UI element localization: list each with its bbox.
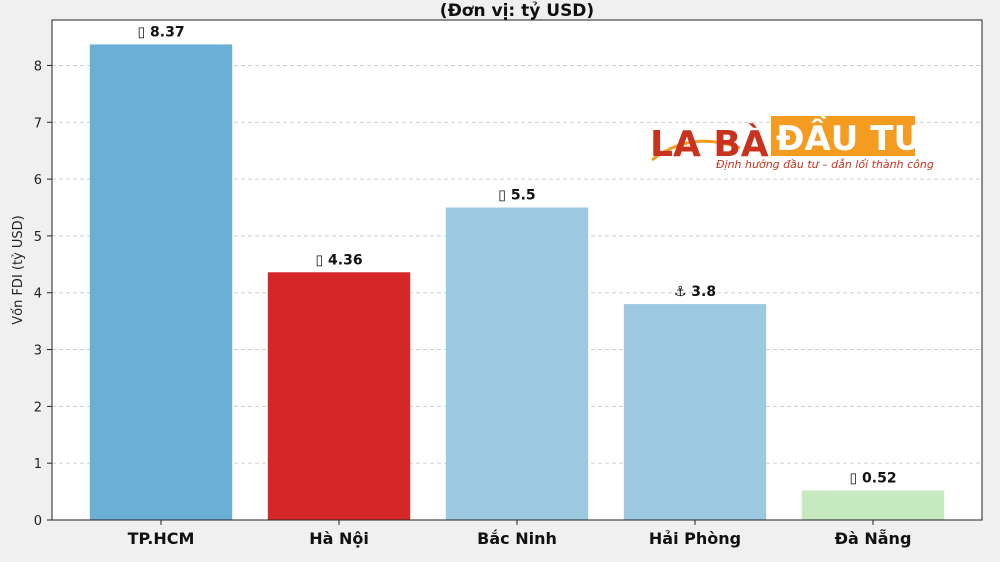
bar-value-label: ▯ 4.36	[315, 252, 362, 268]
data-labels: ▯ 8.37 ▯ 4.36 ▯ 5.5 ⚓ 3.8 ▯ 0.52	[137, 24, 896, 486]
bar-value-label: ▯ 5.5	[498, 188, 535, 204]
bar-4	[801, 490, 945, 520]
bars	[89, 44, 945, 520]
y-tick-label: 4	[34, 287, 42, 302]
y-tick-label: 6	[34, 173, 42, 188]
x-tick-label: TP.HCM	[128, 529, 195, 548]
x-tick-label: Bắc Ninh	[477, 529, 557, 548]
axes: 0 1 2 3 4 5 6 7 8 TP.HCM Hà Nội Bắc Ninh Hải Phòng Đà…	[34, 19, 983, 548]
bar-3	[623, 304, 767, 520]
y-tick-label: 2	[34, 400, 42, 415]
bar-value-label: ⚓ 3.8	[674, 284, 716, 300]
brand-watermark-logo: LA BÀN ĐẦU TƯ Định hướng đầu tư – dẫn lố…	[650, 114, 934, 171]
x-tick-label: Hải Phòng	[649, 529, 741, 548]
bar-value-label: ▯ 8.37	[137, 24, 184, 40]
logo-orange-block	[771, 116, 915, 156]
chart-title: (Đơn vị: tỷ USD)	[440, 1, 594, 21]
y-tick-label: 3	[34, 344, 42, 359]
bar-2	[445, 207, 589, 520]
bar-1	[267, 272, 411, 520]
bar-0	[89, 44, 233, 520]
y-tick-label: 7	[34, 116, 42, 131]
logo-brand-right: ĐẦU TƯ	[776, 114, 922, 159]
x-tick-label: Hà Nội	[309, 529, 369, 548]
y-axis-label: Vốn FDI (tỷ USD)	[11, 215, 26, 325]
x-tick-label: Đà Nẵng	[835, 529, 912, 548]
logo-tagline: Định hướng đầu tư – dẫn lối thành công	[716, 158, 934, 171]
y-tick-label: 1	[34, 457, 42, 472]
y-tick-label: 5	[34, 230, 42, 245]
bar-value-label: ▯ 0.52	[849, 470, 896, 486]
y-tick-label: 0	[34, 514, 42, 529]
logo-swoosh	[651, 139, 741, 162]
y-tick-label: 8	[34, 59, 42, 74]
